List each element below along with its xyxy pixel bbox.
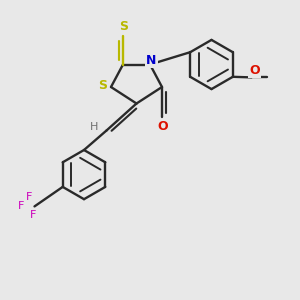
Text: F: F	[30, 210, 36, 220]
Text: F: F	[18, 201, 24, 211]
Text: S: S	[98, 79, 107, 92]
Text: O: O	[249, 64, 260, 77]
Text: N: N	[146, 53, 157, 67]
Text: H: H	[90, 122, 98, 132]
Text: F: F	[26, 192, 32, 202]
Text: S: S	[119, 20, 128, 34]
Text: O: O	[157, 119, 168, 133]
